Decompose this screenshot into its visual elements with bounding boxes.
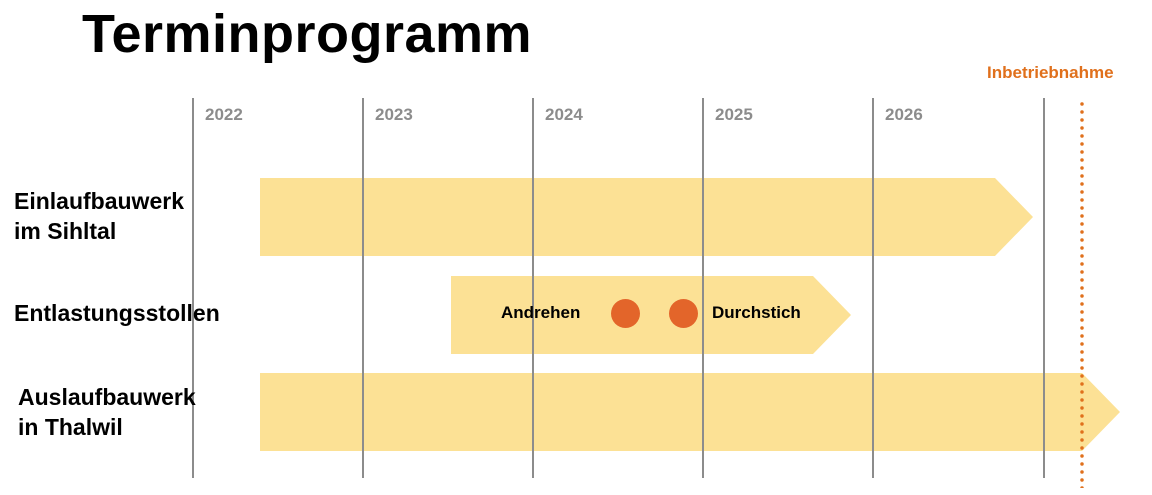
year-label-2022: 2022	[205, 105, 243, 124]
year-label-2023: 2023	[375, 105, 413, 124]
milestone-label: Inbetriebnahme	[987, 63, 1114, 82]
year-line-2024	[532, 98, 534, 478]
row-label-line: Auslaufbauwerk	[18, 384, 196, 410]
year-label-2024: 2024	[545, 105, 583, 124]
event-andrehen-label: Andrehen	[501, 303, 581, 322]
row-label-einlaufbauwerk: Einlaufbauwerk im Sihltal	[14, 186, 184, 246]
year-label-2026: 2026	[885, 105, 923, 124]
year-line-2022	[192, 98, 194, 478]
year-line-2023	[362, 98, 364, 478]
year-line-end	[1043, 98, 1045, 478]
bar-entlastungsstollen	[451, 276, 851, 354]
row-label-line: im Sihltal	[14, 218, 117, 244]
event-durchstich-dot	[669, 299, 698, 328]
year-line-2026	[872, 98, 874, 478]
event-durchstich-label: Durchstich	[712, 303, 801, 322]
bar-auslaufbauwerk	[260, 373, 1120, 451]
page-title: Terminprogramm	[82, 4, 533, 64]
row-label-entlastungsstollen: Entlastungsstollen	[14, 300, 220, 326]
row-label-line: in Thalwil	[18, 414, 123, 440]
event-andrehen-dot	[611, 299, 640, 328]
row-label-line: Einlaufbauwerk	[14, 188, 184, 214]
row-label-auslaufbauwerk: Auslaufbauwerk in Thalwil	[18, 382, 196, 442]
year-label-2025: 2025	[715, 105, 753, 124]
bar-einlaufbauwerk	[260, 178, 1033, 256]
milestone-dotted-line	[1080, 100, 1084, 488]
year-line-2025	[702, 98, 704, 478]
